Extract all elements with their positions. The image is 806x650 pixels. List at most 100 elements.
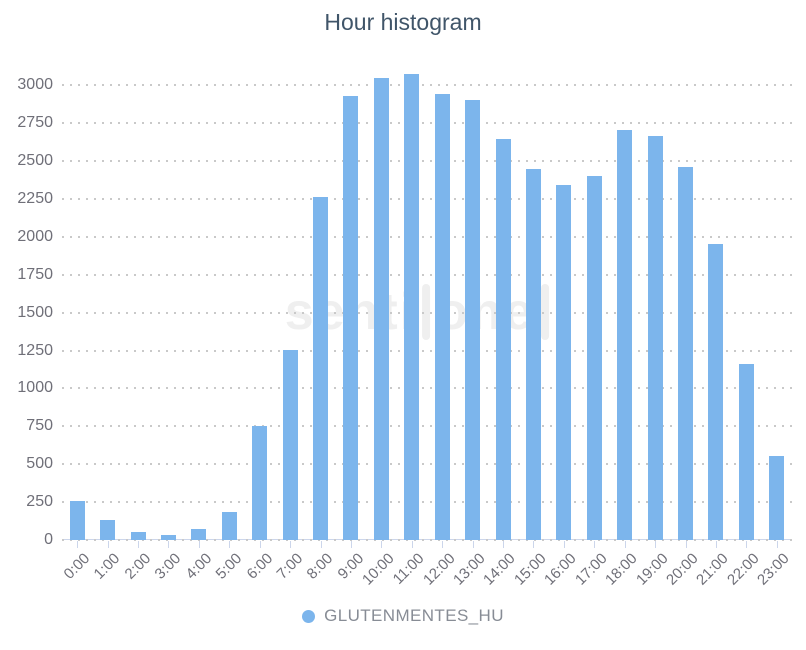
x-axis-label-text: 10:00 [358,550,398,589]
bar-17:00[interactable] [586,176,602,540]
x-axis-label-text: 8:00 [303,550,337,583]
plot-area: senti one 025050075010001250150017502000… [17,55,793,589]
y-axis-label-2500: 2500 [17,152,53,170]
bar-18:00[interactable] [617,130,633,540]
bar-2:00[interactable] [130,531,146,540]
bar-6:00[interactable] [252,426,268,540]
axis-tick-17:00 [594,541,596,548]
x-axis-label-text: 0:00 [60,550,94,583]
bar-22:00[interactable] [738,364,754,540]
x-axis-label-text: 21:00 [693,550,732,589]
axis-tick-16:00 [563,541,565,548]
chart-title: Hour histogram [324,9,482,35]
bar-5:00[interactable] [221,511,237,540]
gridline-1750 [62,273,792,276]
axis-tick-5:00 [229,541,231,548]
gridline-250 [62,501,792,504]
y-axis-label-1750: 1750 [17,265,53,283]
x-axis-label-text: 4:00 [182,550,215,583]
axis-tick-6:00 [259,541,261,548]
bar-1:00[interactable] [100,520,116,540]
x-axis-label-text: 3:00 [151,550,185,583]
x-axis-label-text: 12:00 [419,550,459,589]
bar-0:00[interactable] [69,501,85,540]
x-axis-label-text: 23:00 [754,550,793,589]
axis-tick-3:00 [168,541,170,548]
x-axis-label-text: 20:00 [662,550,702,589]
bar-15:00[interactable] [525,169,541,540]
axis-tick-7:00 [290,541,292,548]
x-axis-label-text: 2:00 [121,550,155,583]
gridline-0 [62,539,792,541]
x-axis-label-text: 6:00 [243,550,276,583]
axis-tick-15:00 [533,541,535,548]
y-axis-label-250: 250 [26,493,53,511]
x-axis-label-text: 1:00 [90,550,124,583]
y-axis-label-1500: 1500 [17,303,53,321]
axis-tick-19:00 [655,541,657,548]
axis-tick-10:00 [381,541,383,548]
axis-tick-2:00 [138,541,140,548]
gridline-750 [62,425,792,428]
bar-7:00[interactable] [282,349,298,540]
bar-16:00[interactable] [556,185,572,540]
y-axis-label-2250: 2250 [17,189,53,207]
y-axis-label-1000: 1000 [17,379,53,397]
bar-9:00[interactable] [343,95,359,540]
bar-19:00[interactable] [647,136,663,540]
x-axis-label-text: 22:00 [723,550,763,589]
axis-tick-20:00 [685,541,687,548]
x-axis-label-text: 15:00 [510,550,550,589]
y-axis-label-750: 750 [26,417,53,435]
gridline-2750 [62,122,792,125]
y-axis-label-2000: 2000 [17,227,53,245]
axis-tick-11:00 [411,541,413,548]
bar-21:00[interactable] [708,244,724,540]
bar-10:00[interactable] [373,77,389,540]
gridline-2250 [62,197,792,200]
axis-tick-14:00 [503,541,505,548]
x-axis-label-text: 13:00 [450,550,489,589]
axis-tick-8:00 [320,541,322,548]
y-axis-label-500: 500 [26,455,53,473]
x-axis-label-text: 17:00 [571,550,611,589]
axis-tick-18:00 [624,541,626,548]
bar-4:00[interactable] [191,529,207,540]
axis-tick-4:00 [198,541,200,548]
x-axis-label-text: 16:00 [541,550,580,589]
axis-tick-23:00 [776,541,778,548]
bar-20:00[interactable] [678,167,694,540]
axis-tick-9:00 [350,541,352,548]
axis-tick-22:00 [746,541,748,548]
gridline-1000 [62,387,792,390]
legend-label: GLUTENMENTES_HU [324,606,504,625]
bar-14:00[interactable] [495,139,511,540]
axis-tick-1:00 [107,541,109,548]
axis-tick-13:00 [472,541,474,548]
bar-3:00[interactable] [160,535,176,540]
gridline-2500 [62,160,792,163]
bar-23:00[interactable] [769,455,785,540]
axis-tick-21:00 [715,541,717,548]
legend-item-glutenmentes-hu[interactable]: GLUTENMENTES_HU [0,606,806,626]
bar-13:00[interactable] [465,100,481,540]
axis-tick-12:00 [442,541,444,548]
bar-11:00[interactable] [404,73,420,540]
x-axis-label-text: 11:00 [390,550,428,588]
axis-tick-0:00 [77,541,79,548]
legend-marker-icon [302,609,316,623]
y-axis-label-1250: 1250 [17,341,53,359]
x-axis-label-text: 5:00 [212,550,246,583]
bar-12:00[interactable] [434,94,450,540]
gridline-500 [62,463,792,466]
gridline-1250 [62,349,792,352]
x-axis-label-text: 18:00 [602,550,641,589]
y-axis-label-2750: 2750 [17,114,53,132]
gridline-2000 [62,235,792,238]
gridline-1500 [62,311,792,314]
x-axis-label-text: 19:00 [632,550,672,589]
bar-8:00[interactable] [313,197,329,540]
y-axis-label-3000: 3000 [17,76,53,94]
gridline-3000 [62,84,792,87]
